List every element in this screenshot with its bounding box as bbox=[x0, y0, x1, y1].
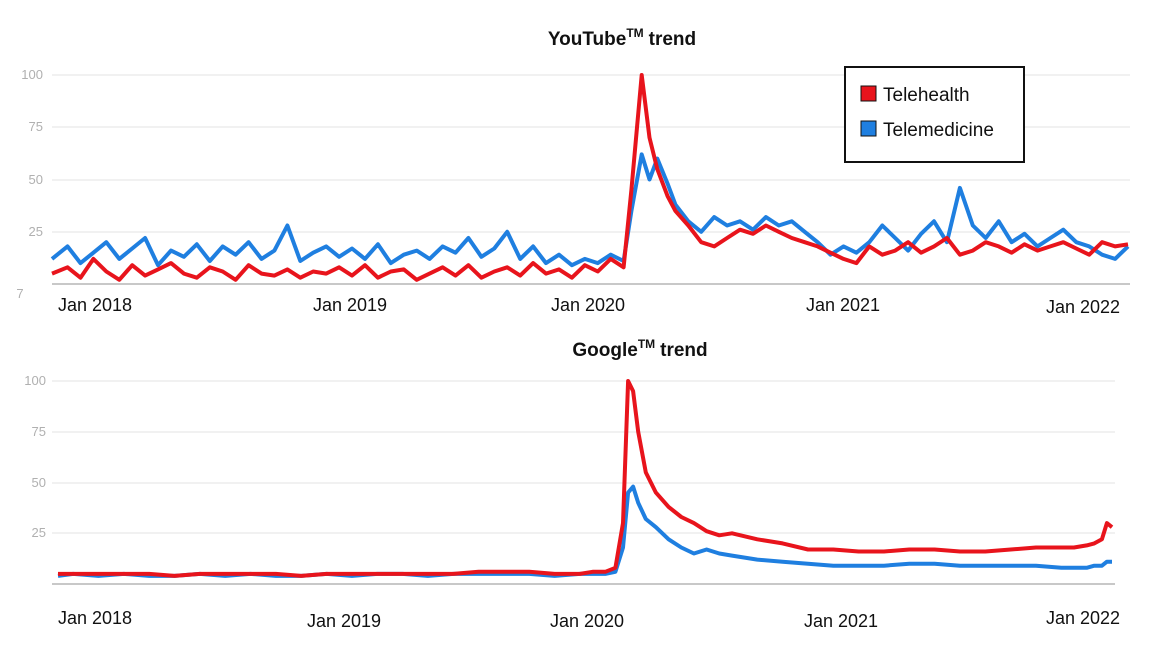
legend-label-telemedicine: Telemedicine bbox=[883, 120, 994, 141]
google-xtick-2022: Jan 2022 bbox=[1046, 608, 1120, 628]
google-ytick-100: 100 bbox=[24, 373, 46, 388]
youtube-y-ticks: 100 75 50 25 7 bbox=[16, 67, 43, 301]
legend: Telehealth Telemedicine bbox=[844, 66, 1025, 163]
google-xtick-2021: Jan 2021 bbox=[804, 611, 878, 631]
google-ytick-50: 50 bbox=[32, 475, 46, 490]
google-ytick-75: 75 bbox=[32, 424, 46, 439]
google-xtick-2020: Jan 2020 bbox=[550, 611, 624, 631]
youtube-xtick-2018: Jan 2018 bbox=[58, 295, 132, 315]
legend-swatch-telemedicine bbox=[860, 120, 877, 137]
youtube-xtick-2022: Jan 2022 bbox=[1046, 297, 1120, 317]
google-trend-chart: GoogleTM trend 100 75 50 25 Jan 2018 Jan … bbox=[24, 337, 1120, 631]
youtube-xtick-2020: Jan 2020 bbox=[551, 295, 625, 315]
google-y-ticks: 100 75 50 25 bbox=[24, 373, 46, 540]
youtube-trend-chart: YouTubeTM trend 100 75 50 25 7 Jan 2018 J… bbox=[16, 26, 1130, 317]
google-series-telemedicine-line bbox=[57, 484, 1112, 578]
youtube-ytick-100: 100 bbox=[21, 67, 43, 82]
youtube-ytick-75: 75 bbox=[29, 119, 43, 134]
youtube-xtick-2021: Jan 2021 bbox=[806, 295, 880, 315]
youtube-x-ticks: Jan 2018 Jan 2019 Jan 2020 Jan 2021 Jan … bbox=[58, 295, 1120, 317]
google-series-telehealth-line bbox=[58, 379, 1114, 578]
youtube-xtick-2019: Jan 2019 bbox=[313, 295, 387, 315]
youtube-series-telehealth-line bbox=[51, 73, 1129, 282]
youtube-ytick-50: 50 bbox=[29, 172, 43, 187]
legend-box bbox=[844, 66, 1025, 163]
google-xtick-2019: Jan 2019 bbox=[307, 611, 381, 631]
stray-y-label: 7 bbox=[16, 286, 23, 301]
google-xtick-2018: Jan 2018 bbox=[58, 608, 132, 628]
legend-label-telehealth: Telehealth bbox=[883, 85, 970, 106]
google-x-ticks: Jan 2018 Jan 2019 Jan 2020 Jan 2021 Jan … bbox=[58, 608, 1120, 631]
google-gridlines bbox=[52, 380, 1115, 534]
google-ytick-25: 25 bbox=[32, 525, 46, 540]
youtube-series-telemedicine-line bbox=[50, 152, 1130, 268]
legend-swatch-telehealth bbox=[860, 85, 877, 102]
google-chart-title: GoogleTM trend bbox=[572, 337, 707, 361]
youtube-chart-title: YouTubeTM trend bbox=[548, 26, 696, 50]
youtube-ytick-25: 25 bbox=[29, 224, 43, 239]
